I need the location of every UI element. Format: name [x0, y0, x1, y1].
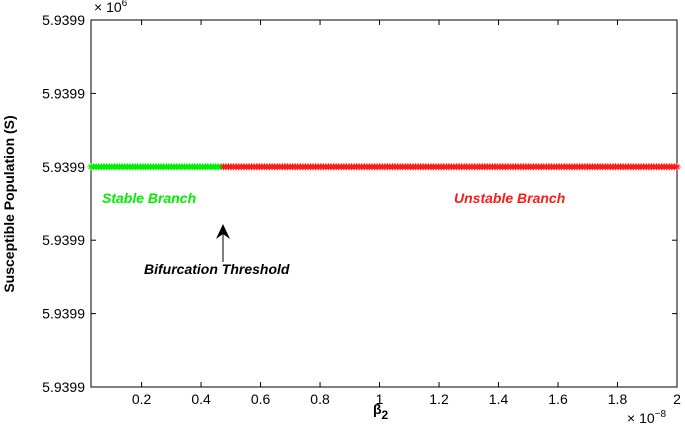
x-tick-label: 2: [673, 391, 681, 407]
y-axis-label: Susceptible Population (S): [1, 115, 17, 292]
bifurcation-threshold-label: Bifurcation Threshold: [144, 261, 290, 277]
y-tick-label: 5.9399: [42, 159, 85, 175]
stable-branch-label: Stable Branch: [102, 190, 196, 206]
unstable-point: [673, 163, 681, 171]
x-axis-label: β2: [373, 401, 389, 422]
x-tick-label: 0.6: [251, 391, 271, 407]
bifurcation-arrow: [216, 224, 230, 262]
x-tick-label: 1.2: [429, 391, 449, 407]
x-tick-label: 0.2: [132, 391, 152, 407]
y-tick-label: 5.9399: [42, 306, 85, 322]
unstable-branch-series: [219, 163, 681, 171]
y-tick-label: 5.9399: [42, 232, 85, 248]
x-tick-label: 0.4: [191, 391, 211, 407]
x-tick-label: 1.4: [489, 391, 509, 407]
x-tick-label: 0.8: [310, 391, 330, 407]
series-layer: [87, 163, 681, 171]
stable-branch-series: [87, 163, 227, 171]
x-tick-label: 1.6: [548, 391, 568, 407]
x-axis: 0.2 0.4 0.6 0.8 1 1.2 1.4 1.6 1.8 2: [132, 20, 681, 407]
x-multiplier: × 10−8: [627, 409, 666, 426]
x-tick-label: 1: [376, 391, 384, 407]
y-axis: 5.9399 5.9399 5.9399 5.9399 5.9399 5.9399: [42, 12, 677, 395]
y-multiplier: × 106: [94, 0, 128, 15]
plot-area: [90, 19, 678, 388]
x-tick-label: 1.8: [608, 391, 628, 407]
y-tick-label: 5.9399: [42, 379, 85, 395]
y-tick-label: 5.9399: [42, 12, 85, 28]
y-tick-label: 5.9399: [42, 85, 85, 101]
unstable-branch-label: Unstable Branch: [454, 190, 565, 206]
